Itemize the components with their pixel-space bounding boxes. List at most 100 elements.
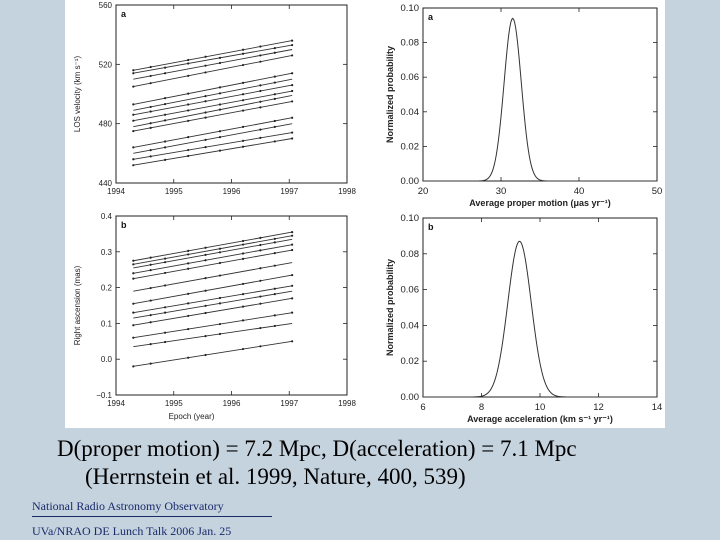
data-point <box>149 269 152 272</box>
data-point <box>218 136 222 139</box>
y-tick-label: 0.0 <box>101 355 113 364</box>
data-point <box>187 109 190 112</box>
x-tick-label: 1998 <box>338 399 356 408</box>
footer-organization: National Radio Astronomy Observatory <box>32 499 224 513</box>
data-point <box>291 231 294 234</box>
data-point <box>259 60 262 63</box>
data-point <box>187 62 190 65</box>
series-line <box>133 340 293 367</box>
data-point <box>149 321 152 324</box>
x-tick-label: 1996 <box>223 399 241 408</box>
data-point <box>204 253 207 256</box>
data-point <box>241 81 245 84</box>
data-point <box>149 65 152 69</box>
y-axis-label: Normalized probability <box>385 259 395 356</box>
data-point <box>204 304 207 307</box>
data-point <box>149 362 152 365</box>
data-point <box>259 54 262 57</box>
footer-divider <box>32 516 272 517</box>
data-point <box>204 246 207 249</box>
data-point <box>132 72 135 75</box>
y-tick-label: 0.00 <box>401 392 420 403</box>
data-point <box>163 311 167 314</box>
data-point <box>241 109 245 112</box>
data-point <box>273 287 276 290</box>
data-point <box>241 347 245 351</box>
data-point <box>187 74 190 77</box>
series-line <box>133 72 293 105</box>
data-point <box>149 74 152 78</box>
data-point <box>132 365 135 368</box>
data-point <box>204 55 207 58</box>
series-line <box>133 54 293 88</box>
data-point <box>218 130 222 133</box>
data-point <box>218 86 222 89</box>
data-point <box>259 89 262 93</box>
data-point <box>132 263 135 266</box>
data-point <box>187 302 190 305</box>
data-point <box>259 295 262 298</box>
data-point <box>204 64 207 67</box>
data-point <box>149 299 152 302</box>
x-tick-label: 1997 <box>280 399 298 408</box>
y-tick-label: 0.06 <box>401 285 420 296</box>
y-tick-label: 560 <box>99 1 113 10</box>
x-tick-label: 1995 <box>165 187 183 196</box>
x-tick-label: 1997 <box>280 187 298 196</box>
data-point <box>132 129 135 133</box>
data-point <box>132 272 135 275</box>
data-point <box>163 284 167 287</box>
data-point <box>273 241 276 244</box>
data-point <box>241 243 245 246</box>
series-line <box>133 40 293 71</box>
data-point <box>218 251 222 254</box>
data-point <box>218 149 222 152</box>
series-line <box>133 244 293 274</box>
data-point <box>187 92 190 95</box>
data-point <box>149 122 152 125</box>
series-line <box>133 285 293 314</box>
data-point <box>291 131 294 134</box>
data-point <box>204 353 207 357</box>
y-tick-label: 0.10 <box>401 3 420 14</box>
data-point <box>163 66 167 69</box>
data-point <box>218 108 222 111</box>
data-point <box>259 345 262 348</box>
panel-label: b <box>428 222 434 232</box>
data-point <box>291 72 294 75</box>
data-point <box>149 110 152 113</box>
data-point <box>273 324 276 328</box>
data-point <box>218 322 222 326</box>
data-point <box>204 100 207 103</box>
data-point <box>163 340 167 344</box>
data-point <box>291 84 294 87</box>
probability-curve <box>423 240 657 398</box>
x-tick-label: 1994 <box>107 399 125 408</box>
data-point <box>204 138 207 141</box>
data-point <box>149 82 152 85</box>
x-axis-label: Average proper motion (μas yr⁻¹) <box>469 198 610 208</box>
data-point <box>259 249 262 252</box>
data-point <box>241 93 245 96</box>
data-point <box>163 331 167 334</box>
data-point <box>163 102 167 106</box>
data-point <box>273 252 276 255</box>
series-line <box>133 123 293 154</box>
data-point <box>273 125 276 129</box>
data-point <box>149 155 152 158</box>
series-line <box>133 297 293 326</box>
chart-panel-2: 1994 1995 1996 1997 1998 −0.1 0.0 0.1 0.2 0.3 0.4 b… <box>73 212 356 421</box>
y-tick-label: 440 <box>99 179 113 188</box>
x-tick-label: 50 <box>652 186 663 197</box>
footer-talk-title: UVa/NRAO DE Lunch Talk 2006 Jan. 25 <box>32 524 232 538</box>
data-point <box>149 263 152 266</box>
data-point <box>218 103 222 106</box>
x-tick-label: 8 <box>479 402 484 413</box>
data-point <box>218 332 222 336</box>
x-tick-label: 40 <box>574 186 585 197</box>
data-point <box>259 128 262 131</box>
panel-label: a <box>428 12 434 22</box>
x-tick-label: 1998 <box>338 187 356 196</box>
caption-reference: (Herrnstein et al. 1999, Nature, 400, 53… <box>85 464 466 489</box>
probability-curve <box>423 17 657 182</box>
